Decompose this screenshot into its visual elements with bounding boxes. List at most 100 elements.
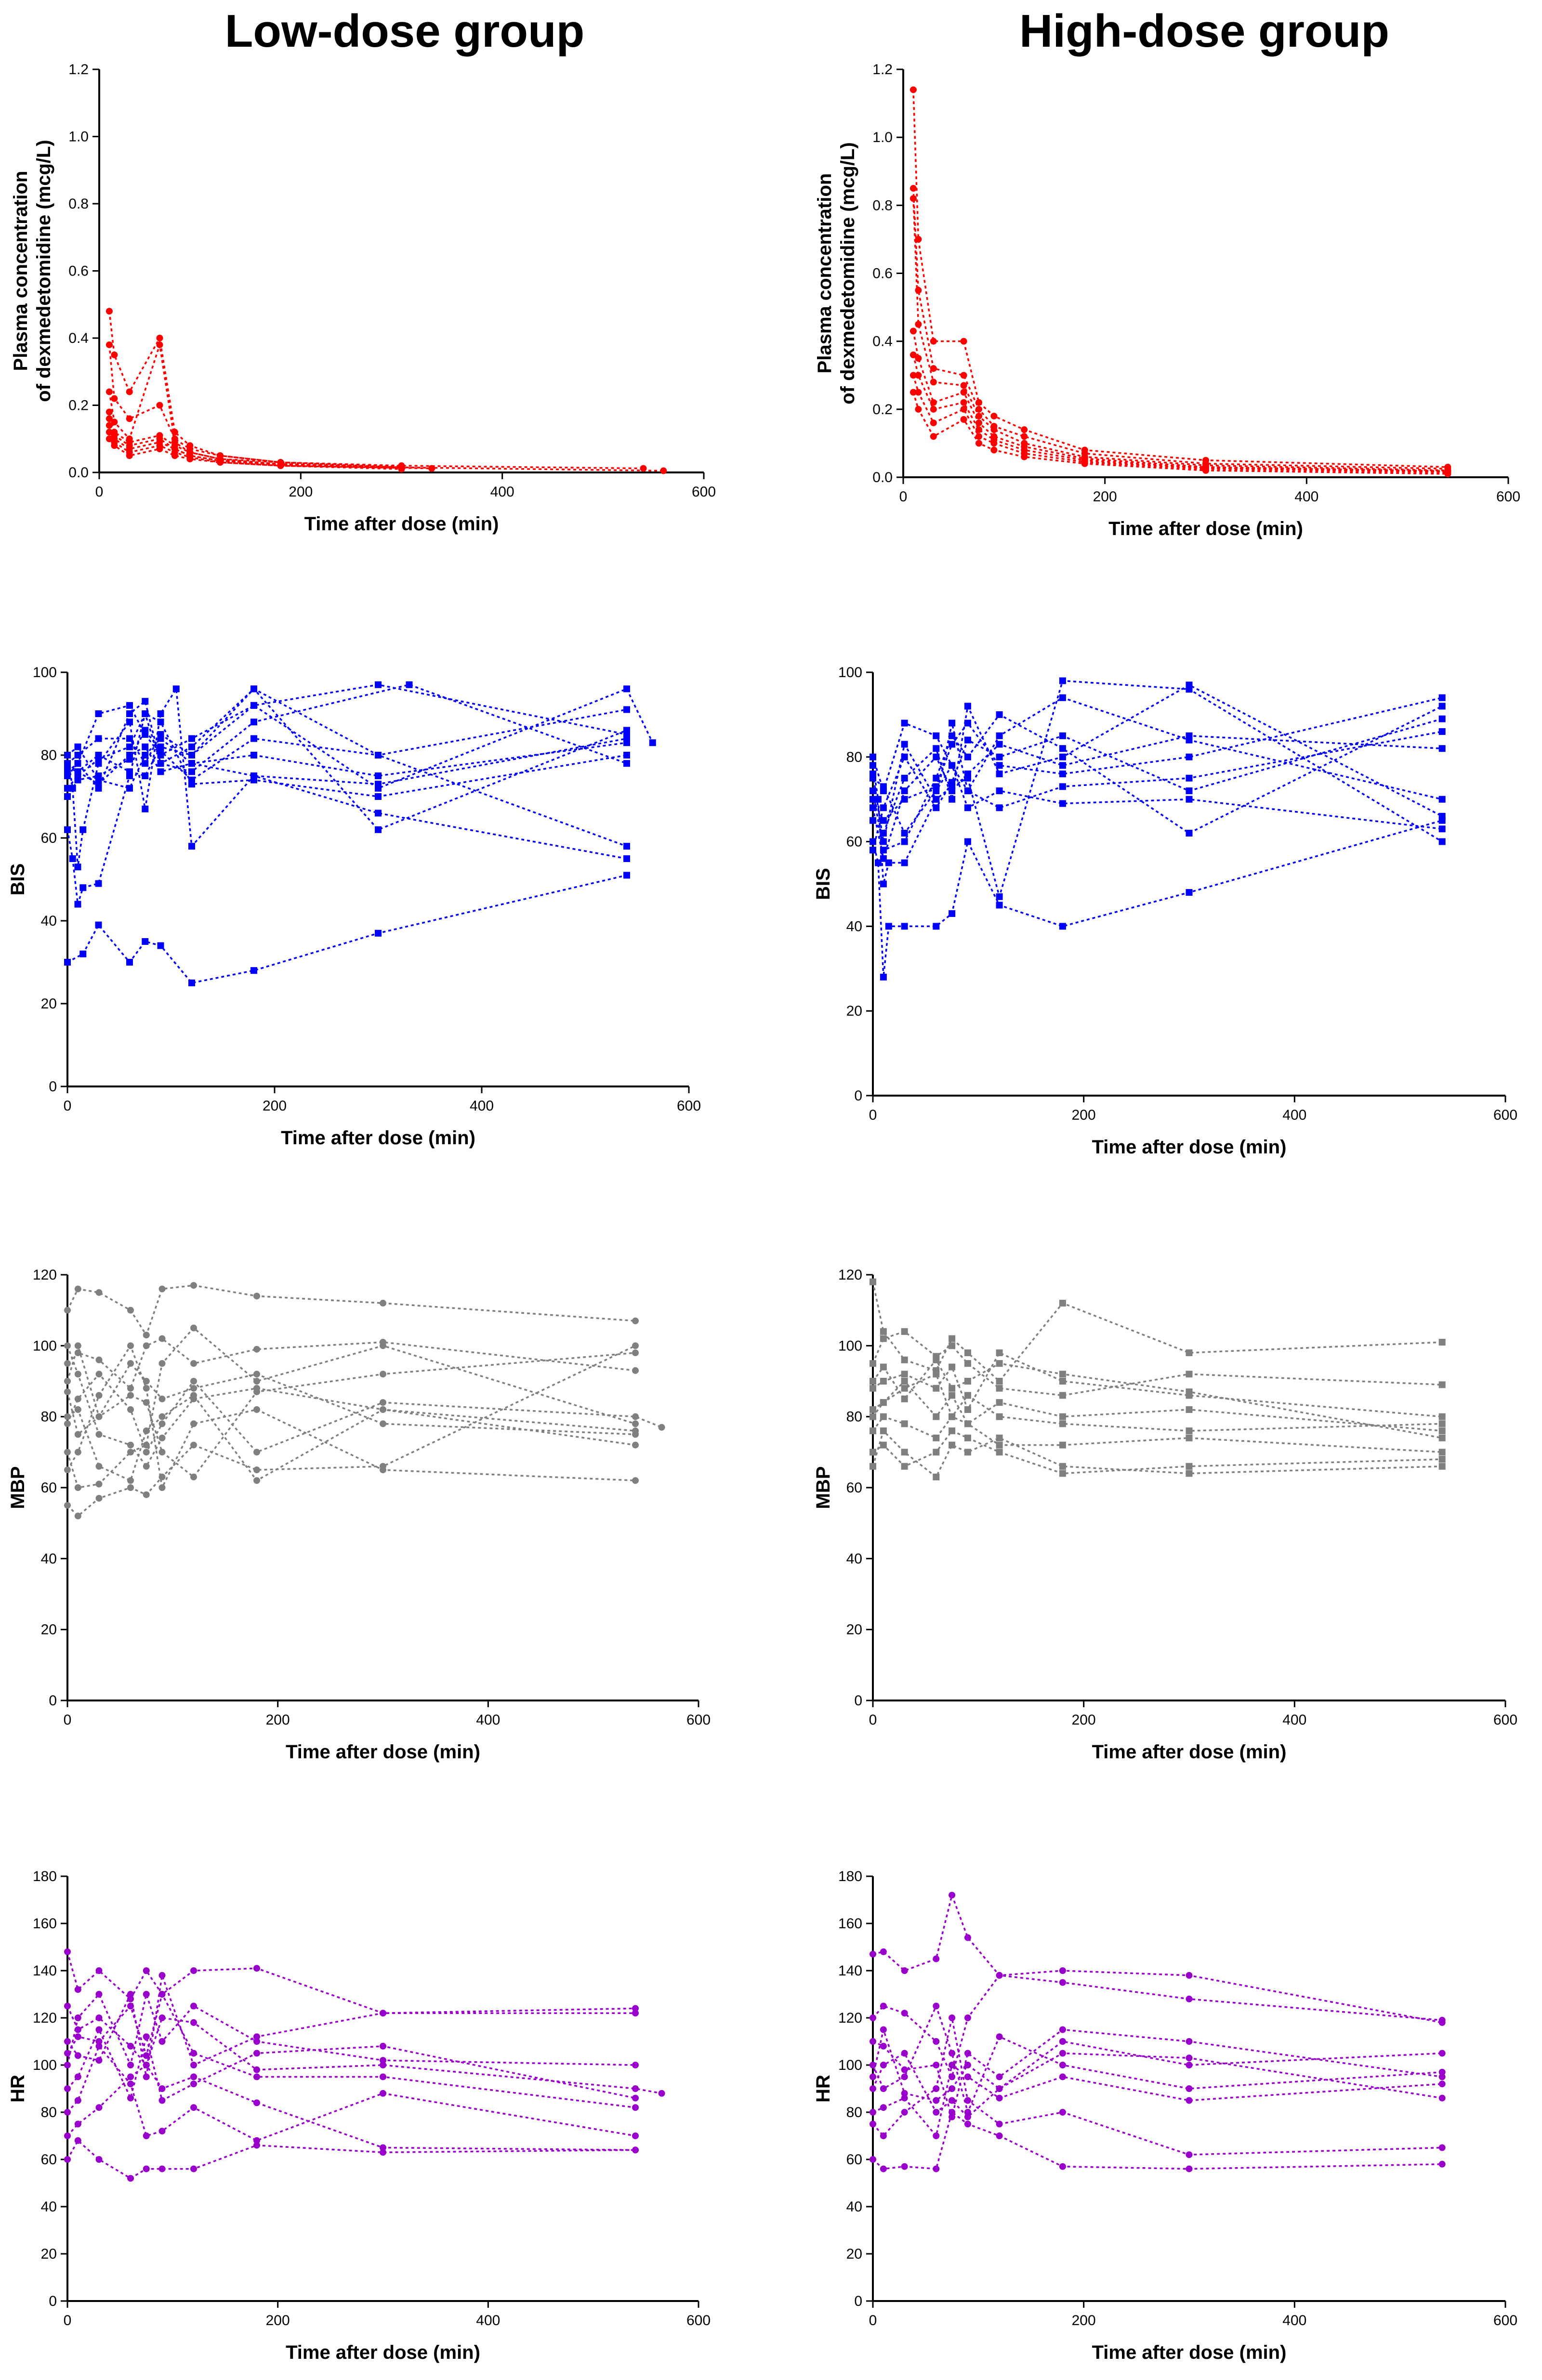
data-point [1438,825,1446,833]
data-point [1186,774,1193,782]
data-point [632,1367,639,1374]
data-point [64,1466,71,1474]
data-point [143,2052,150,2059]
x-axis-title: Time after dose (min) [1092,1137,1287,1158]
series-8 [870,1427,1446,1480]
data-point [880,1427,887,1435]
data-point [870,770,876,777]
data-point [949,2113,956,2120]
data-point [1438,2160,1446,2168]
data-point [375,793,382,800]
data-point [1059,677,1066,684]
x-axis-title: Time after dose (min) [1092,1741,1287,1763]
data-point [1438,1434,1446,1441]
data-point [1059,1463,1066,1470]
data-point [996,1360,1003,1367]
data-point [996,1378,1003,1385]
data-point [1186,1371,1193,1378]
y-tick-label: 80 [846,1409,862,1425]
x-tick-label: 200 [289,484,313,500]
data-point [632,1427,639,1435]
series-line [912,198,1448,471]
series-7 [909,389,1451,477]
y-tick-label: 100 [33,2057,57,2073]
data-point [880,1378,887,1385]
data-point [623,872,630,879]
data-point [870,1449,876,1456]
data-point [1186,1349,1193,1357]
data-point [64,2156,71,2163]
data-point [74,1406,81,1413]
data-point [143,2062,150,2068]
data-point [1186,1995,1193,2002]
data-point [79,826,87,833]
data-point [79,884,87,891]
data-point [933,787,940,795]
data-point [960,372,967,379]
data-point [949,1385,956,1392]
data-point [156,341,163,348]
series-line [66,1951,636,2014]
series-line [66,1352,636,1478]
series-line [67,1394,636,1482]
y-axis-title: HR [7,2075,28,2103]
data-point [157,719,164,726]
data-point [95,1495,103,1502]
series-line [66,737,627,789]
chart-conc-low: 0 200 400 600 0.0 0.2 0.4 0.6 0.8 1.0 1.2 Time afte… [10,62,716,535]
data-point [253,1346,260,1353]
data-point [1438,1413,1446,1420]
x-tick-label: 200 [266,2313,290,2328]
data-point [380,2057,386,2064]
data-point [64,2050,71,2057]
data-point [250,735,257,742]
data-point [632,2132,639,2139]
data-point [901,2163,908,2170]
data-point [1059,1299,1066,1307]
data-point [126,719,133,726]
data-point [964,787,971,795]
series-1 [870,817,1446,981]
data-point [1059,800,1066,807]
series-line [872,705,1443,851]
data-point [901,2073,908,2080]
y-tick-label: 120 [838,2010,862,2026]
data-point [380,2149,386,2156]
chart-bis-low: 0 200 400 600 0 20 40 60 80 100 Time after dose (m… [7,665,701,1149]
data-point [949,1342,956,1349]
data-point [632,1349,639,1357]
series-line [66,712,627,798]
x-axis-title: Time after dose (min) [286,1741,480,1763]
data-point [1186,1972,1193,1979]
data-point [127,1991,134,1998]
data-point [964,2113,971,2120]
data-point [1186,1406,1193,1413]
y-axis-title: BIS [7,863,28,896]
data-point [990,412,998,419]
data-point [964,1934,971,1941]
data-point [915,372,922,379]
series-line [872,735,1442,862]
data-point [960,338,967,345]
data-point [64,760,71,767]
series-10 [870,732,1446,862]
data-point [901,923,908,930]
data-point [64,2062,71,2068]
data-point [157,743,164,750]
data-point [69,855,76,862]
y-tick-label: 0 [49,1079,57,1095]
data-point [74,2120,81,2128]
data-point [95,2104,103,2111]
series-3 [870,1349,1446,1420]
data-point [933,1955,940,1962]
data-point [1438,728,1446,735]
group-title-low-dose: Low-dose group [224,5,585,57]
data-point [632,2104,639,2111]
data-point [964,2097,971,2104]
series-line [66,1345,636,1517]
series-line [872,2028,1442,2120]
data-point [380,1466,386,1474]
series-line [66,708,627,797]
data-point [95,776,102,784]
data-point [1438,1456,1446,1463]
